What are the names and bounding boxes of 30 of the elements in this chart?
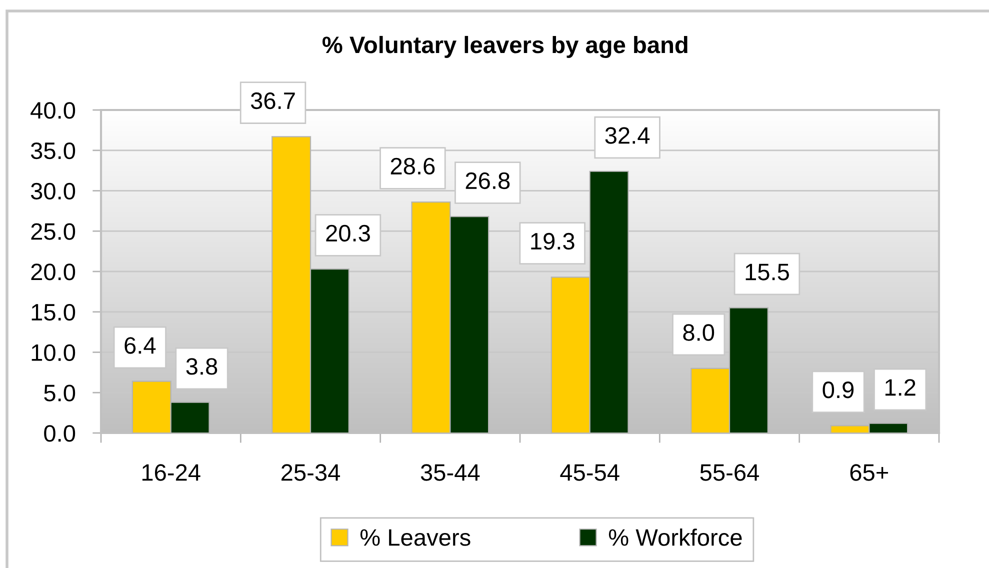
data-label: 3.8 [186, 358, 218, 375]
y-tick-label: 10.0 [32, 344, 76, 362]
y-tick-label: 5.0 [44, 384, 76, 402]
x-tick-label: 25-34 [281, 464, 340, 481]
data-label: 28.6 [390, 158, 435, 175]
legend-label: % Leavers [360, 529, 470, 546]
chart-title: % Voluntary leavers by age band [322, 36, 688, 58]
data-label: 15.5 [746, 264, 789, 280]
x-tick-label: 65+ [850, 464, 888, 481]
x-tick-label: 35-44 [420, 464, 480, 481]
data-label: 6.4 [124, 337, 156, 354]
x-tick-label: 16-24 [142, 464, 200, 481]
y-tick-label: 25.0 [31, 223, 76, 240]
y-tick-label: 40.0 [30, 102, 76, 119]
y-tick-label: 15.0 [32, 304, 76, 321]
data-label: 1.2 [885, 379, 916, 396]
y-tick-label: 0.0 [44, 425, 76, 442]
data-label: 32.4 [605, 127, 650, 144]
data-label: 19.3 [531, 232, 574, 250]
data-label: 20.3 [326, 224, 370, 242]
data-label: 0.9 [822, 382, 854, 398]
x-tick-label: 55-64 [700, 464, 760, 481]
y-tick-label: 20.0 [31, 264, 76, 280]
x-tick-label: 45-54 [560, 464, 620, 481]
y-tick-label: 30.0 [30, 182, 76, 200]
data-label: 8.0 [683, 324, 714, 341]
data-label: 26.8 [466, 172, 510, 190]
legend-label: % Workforce [608, 528, 742, 546]
y-tick-label: 35.0 [30, 142, 76, 160]
data-label: 36.7 [250, 92, 295, 110]
